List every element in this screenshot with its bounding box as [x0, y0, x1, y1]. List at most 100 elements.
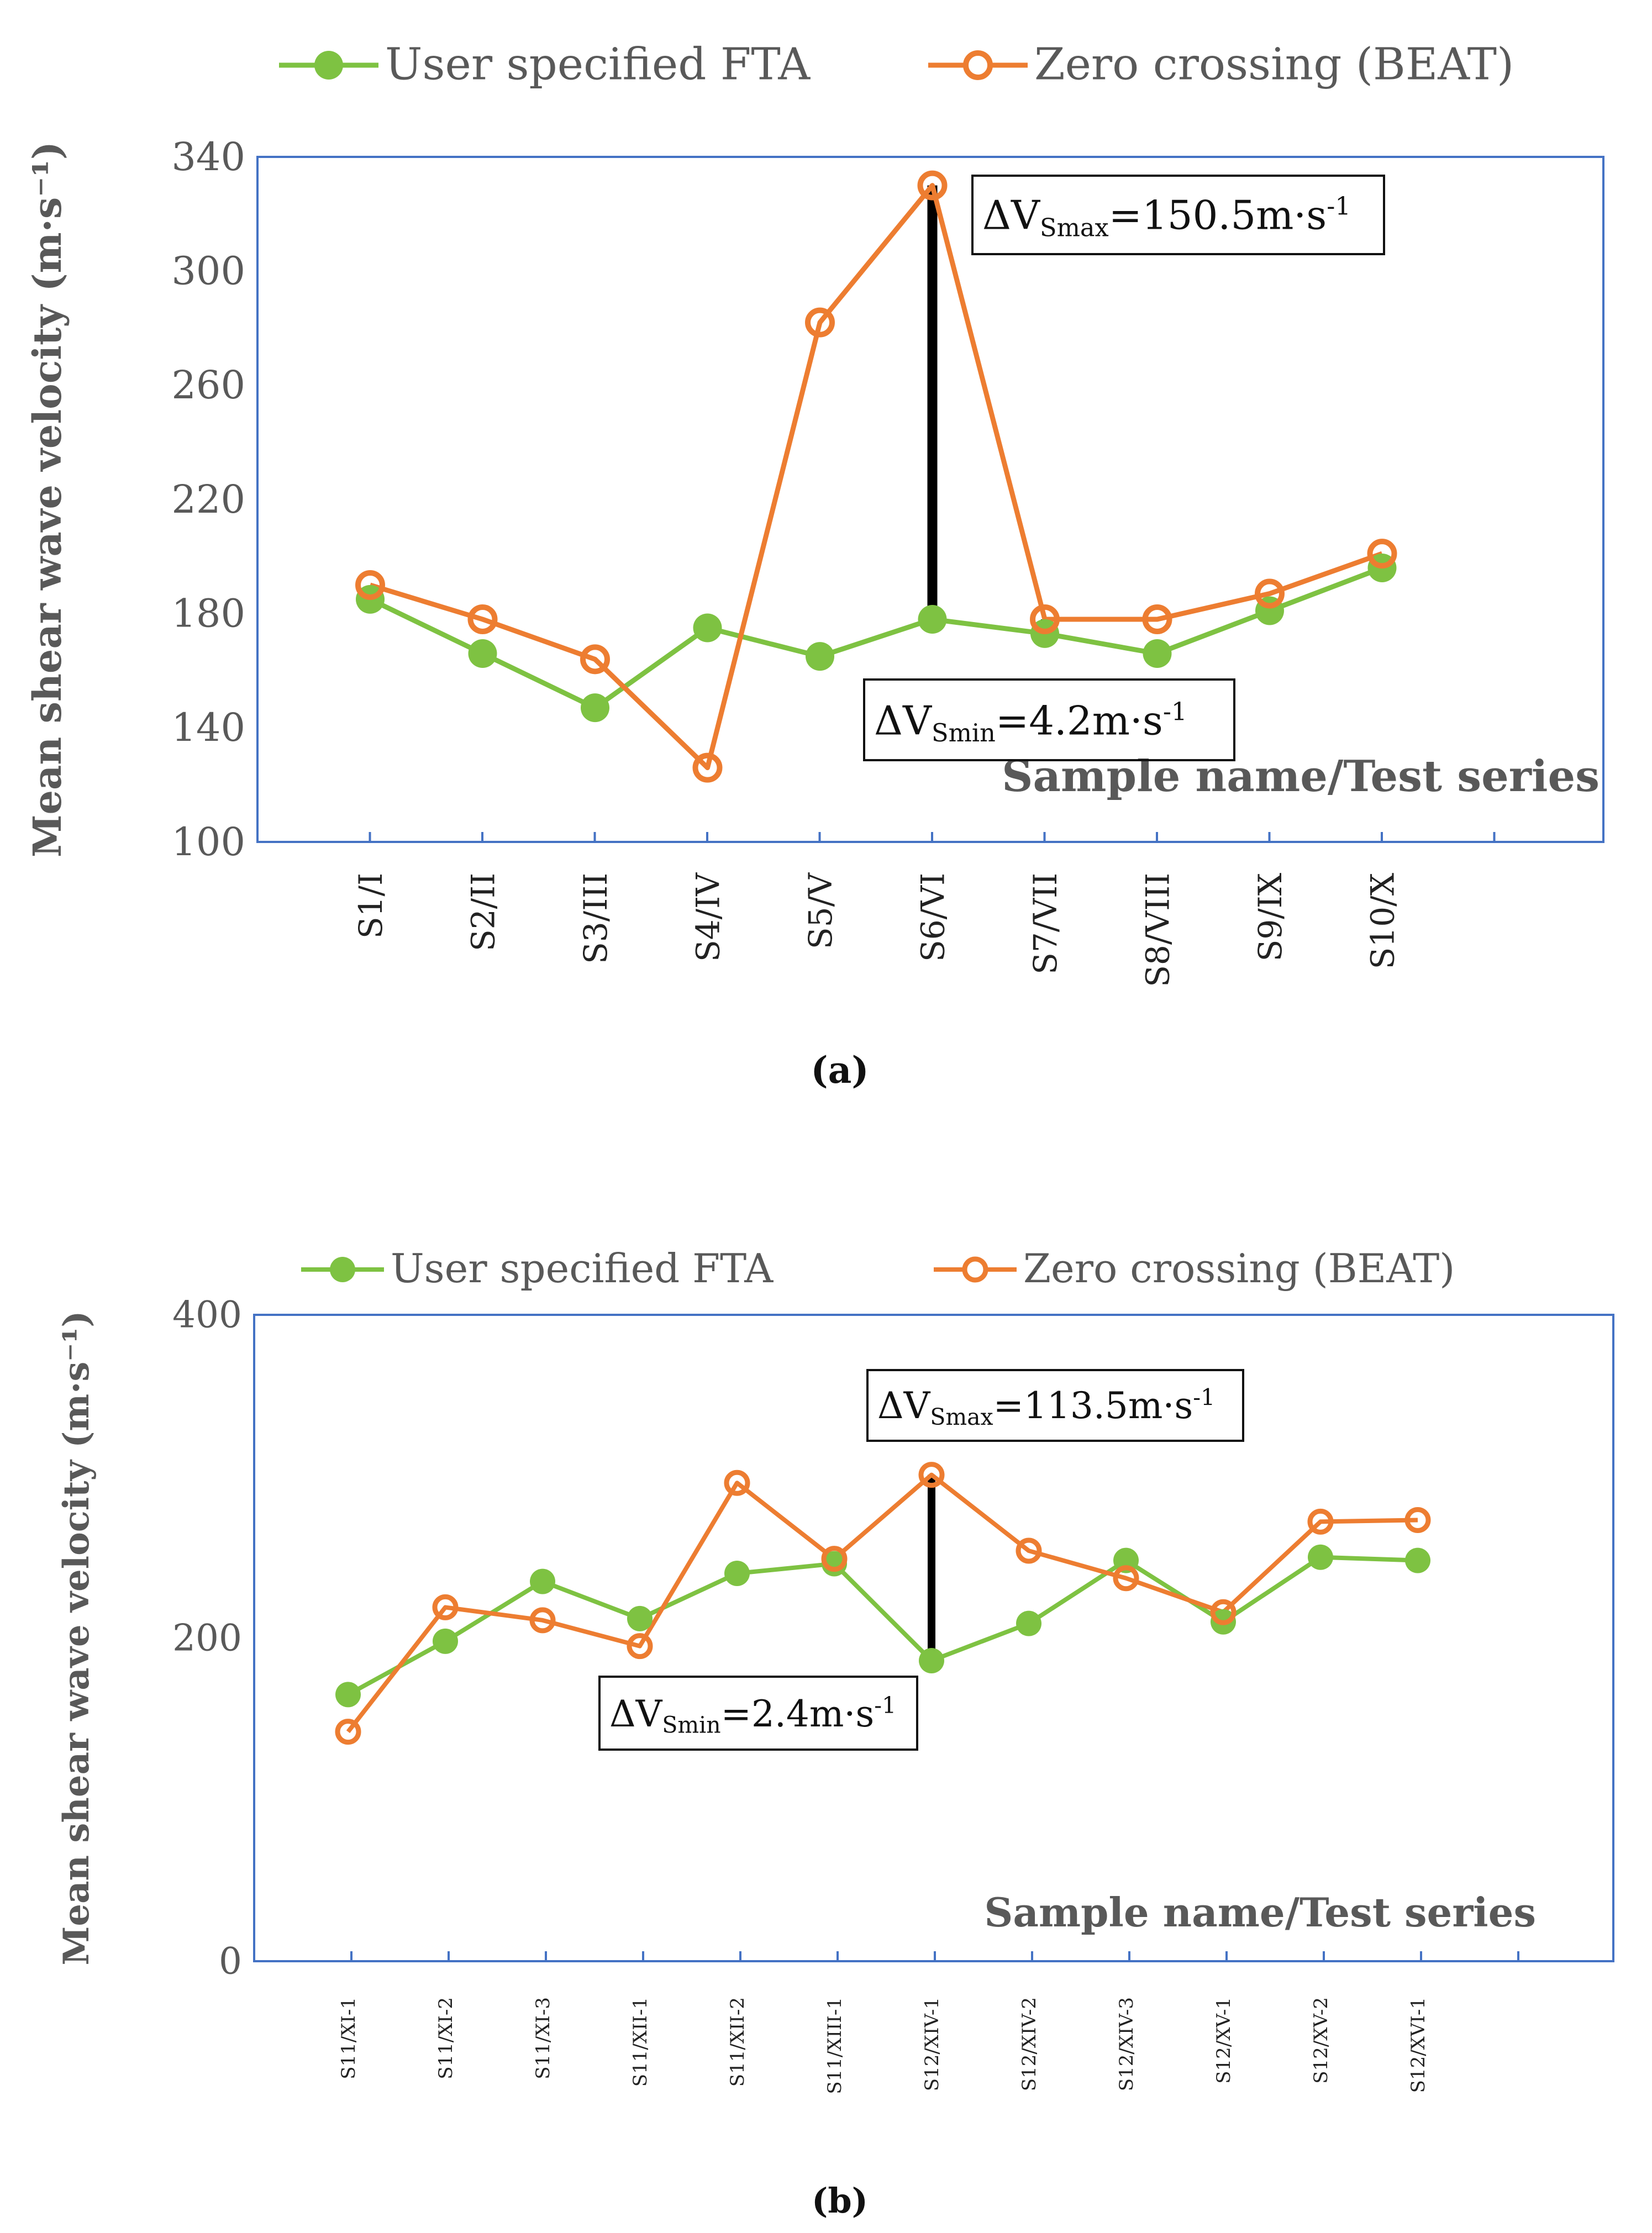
legend-marker-1	[962, 1256, 988, 1283]
x-tick-label: S11/XII-1	[629, 1997, 651, 2087]
data-point-beat	[467, 604, 498, 634]
x-tick-label: S12/XV-2	[1310, 1997, 1332, 2084]
annotation-min-text: ΔVSmin=4.2m·s-1	[874, 697, 1187, 747]
series-line-0	[369, 565, 1383, 710]
x-tick-label: S11/XI-1	[338, 1997, 360, 2079]
annotation-min-superscript: -1	[1163, 697, 1187, 726]
annotation-max-subscript: Smax	[1040, 214, 1109, 243]
annotation-min-value: =4.2m·s	[996, 697, 1163, 744]
data-point-fta	[1308, 1544, 1333, 1570]
data-point-beat	[1404, 1507, 1431, 1533]
data-point-fta	[530, 1568, 555, 1594]
annotation-max-label: ΔV	[982, 192, 1041, 239]
annotation-max-text: ΔVSmax=150.5m·s-1	[982, 192, 1351, 243]
legend-marker-0	[330, 1257, 355, 1282]
data-point-beat	[1030, 604, 1060, 634]
x-tick-label: S9/IX	[1251, 872, 1289, 961]
annotation-max-subscript: Smax	[930, 1404, 993, 1430]
data-point-fta	[1016, 1610, 1041, 1636]
data-point-beat	[821, 1546, 848, 1572]
annotation-max-box	[866, 1369, 1244, 1442]
data-point-beat	[805, 307, 835, 338]
data-point-fta	[919, 1647, 944, 1673]
legend-label-0: User specified FTA	[391, 1245, 774, 1292]
annotation-max-value: =150.5m·s	[1109, 192, 1327, 239]
data-point-fta	[433, 1628, 458, 1654]
y-tick-label: 0	[219, 1940, 242, 1982]
caption: (a)	[811, 1049, 869, 1092]
data-point-fta	[1143, 639, 1172, 668]
data-point-beat	[1113, 1565, 1139, 1592]
data-point-beat	[1016, 1537, 1042, 1564]
legend-label-1: Zero crossing (BEAT)	[1034, 39, 1514, 90]
annotation-min-subscript: Smin	[932, 719, 996, 747]
y-tick-label: 300	[171, 248, 245, 293]
y-tick-label: 100	[171, 819, 245, 865]
x-axis-label: Sample name/Test series	[1002, 751, 1600, 802]
data-point-fta	[627, 1605, 653, 1631]
x-tick-label: S12/XIV-2	[1018, 1997, 1040, 2091]
x-tick-label: S12/XV-1	[1213, 1997, 1235, 2084]
y-axis-label: Mean shear wave velocity (m·s⁻¹)	[24, 141, 70, 857]
y-tick-label: 260	[171, 362, 245, 408]
data-point-beat	[918, 1462, 945, 1488]
legend-label-0: User specified FTA	[385, 39, 811, 90]
y-tick-label: 340	[171, 134, 245, 180]
x-tick-label: S2/II	[464, 873, 502, 951]
x-tick-label: S3/III	[577, 873, 614, 964]
data-point-beat	[529, 1607, 556, 1634]
data-point-fta	[724, 1561, 750, 1586]
y-tick-label: 200	[172, 1616, 242, 1659]
data-point-beat	[1255, 578, 1285, 609]
annotation-min-superscript: -1	[874, 1692, 896, 1719]
data-point-fta	[581, 693, 609, 723]
x-tick-label: S10/X	[1364, 872, 1401, 969]
annotation-max-box	[971, 175, 1385, 255]
data-point-fta	[806, 642, 834, 671]
x-tick-label: S11/XIII-1	[824, 1997, 846, 2094]
y-tick-label: 140	[171, 705, 245, 750]
x-tick-label: S12/XIV-3	[1116, 1997, 1138, 2091]
series-line-1	[369, 183, 1383, 771]
annotation-min-subscript: Smin	[662, 1712, 720, 1739]
y-tick-label: 220	[171, 477, 245, 522]
annotation-min-text: ΔVSmin=2.4m·s-1	[609, 1692, 896, 1739]
data-point-fta	[693, 613, 722, 642]
data-point-beat	[1210, 1599, 1237, 1625]
data-point-beat	[355, 570, 385, 600]
legend-marker-1	[963, 50, 993, 80]
x-tick-label: S12/XVI-1	[1407, 1997, 1429, 2093]
x-tick-label: S11/XI-2	[435, 1997, 457, 2079]
annotation-min-box	[598, 1676, 918, 1751]
x-tick-label: S7/VII	[1027, 873, 1064, 975]
data-point-beat	[1367, 539, 1397, 569]
caption: (b)	[812, 2181, 868, 2221]
annotation-min-label: ΔV	[609, 1693, 663, 1735]
legend-marker-0	[314, 51, 343, 80]
annotation-min-value: =2.4m·s	[721, 1693, 875, 1735]
x-tick-label: S11/XII-2	[727, 1997, 749, 2087]
y-tick-label: 180	[171, 591, 245, 636]
y-tick-label: 400	[172, 1293, 242, 1336]
data-point-beat	[335, 1719, 361, 1745]
annotation-min-box	[863, 678, 1235, 761]
series-line-1	[346, 1472, 1418, 1734]
x-tick-label: S8/VIII	[1139, 873, 1176, 987]
chart-b: User specified FTA Zero crossing (BEAT) 0 2…	[56, 1245, 1614, 2221]
y-axis-label: Mean shear wave velocity (m·s⁻¹)	[56, 1311, 97, 1966]
x-tick-label: S6/VI	[914, 873, 951, 962]
data-point-fta	[918, 605, 947, 634]
data-point-fta	[335, 1682, 361, 1708]
data-point-beat	[1142, 604, 1172, 634]
annotation-max-text: ΔVSmax=113.5m·s-1	[877, 1384, 1215, 1430]
data-point-beat	[580, 644, 610, 675]
chart-a: User specified FTA Zero crossing (BEAT) 10…	[24, 39, 1604, 1092]
data-point-beat	[627, 1633, 653, 1660]
data-point-beat	[917, 170, 948, 201]
data-point-fta	[468, 639, 497, 668]
data-point-beat	[1307, 1508, 1334, 1535]
x-tick-label: S1/I	[352, 873, 390, 939]
data-point-fta	[1113, 1547, 1139, 1573]
series-line-0	[347, 1555, 1418, 1697]
annotation-max-superscript: -1	[1327, 192, 1350, 221]
